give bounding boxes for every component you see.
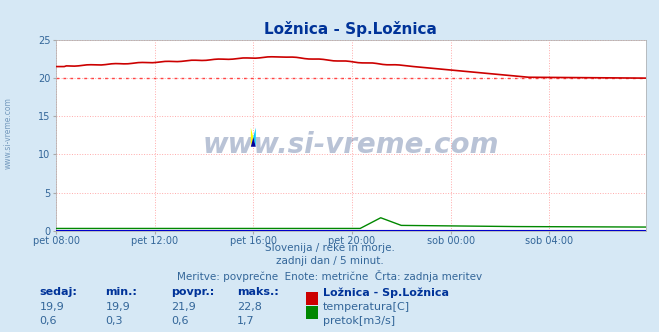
Text: 1,7: 1,7 xyxy=(237,316,255,326)
Text: povpr.:: povpr.: xyxy=(171,287,215,297)
Text: pretok[m3/s]: pretok[m3/s] xyxy=(323,316,395,326)
Text: Slovenija / reke in morje.: Slovenija / reke in morje. xyxy=(264,243,395,253)
Text: 0,3: 0,3 xyxy=(105,316,123,326)
Polygon shape xyxy=(251,137,256,147)
Text: Ložnica - Sp.Ložnica: Ložnica - Sp.Ložnica xyxy=(323,287,449,298)
Text: 19,9: 19,9 xyxy=(40,302,65,312)
Text: www.si-vreme.com: www.si-vreme.com xyxy=(203,131,499,159)
Text: www.si-vreme.com: www.si-vreme.com xyxy=(4,97,13,169)
Text: temperatura[C]: temperatura[C] xyxy=(323,302,410,312)
Text: sedaj:: sedaj: xyxy=(40,287,77,297)
Polygon shape xyxy=(253,128,256,147)
Text: min.:: min.: xyxy=(105,287,137,297)
Text: maks.:: maks.: xyxy=(237,287,279,297)
Polygon shape xyxy=(251,128,253,147)
Title: Ložnica - Sp.Ložnica: Ložnica - Sp.Ložnica xyxy=(264,21,438,37)
Text: 19,9: 19,9 xyxy=(105,302,130,312)
Text: zadnji dan / 5 minut.: zadnji dan / 5 minut. xyxy=(275,256,384,266)
Text: 22,8: 22,8 xyxy=(237,302,262,312)
Text: Meritve: povprečne  Enote: metrične  Črta: zadnja meritev: Meritve: povprečne Enote: metrične Črta:… xyxy=(177,270,482,282)
Text: 0,6: 0,6 xyxy=(40,316,57,326)
Text: 21,9: 21,9 xyxy=(171,302,196,312)
Text: 0,6: 0,6 xyxy=(171,316,189,326)
